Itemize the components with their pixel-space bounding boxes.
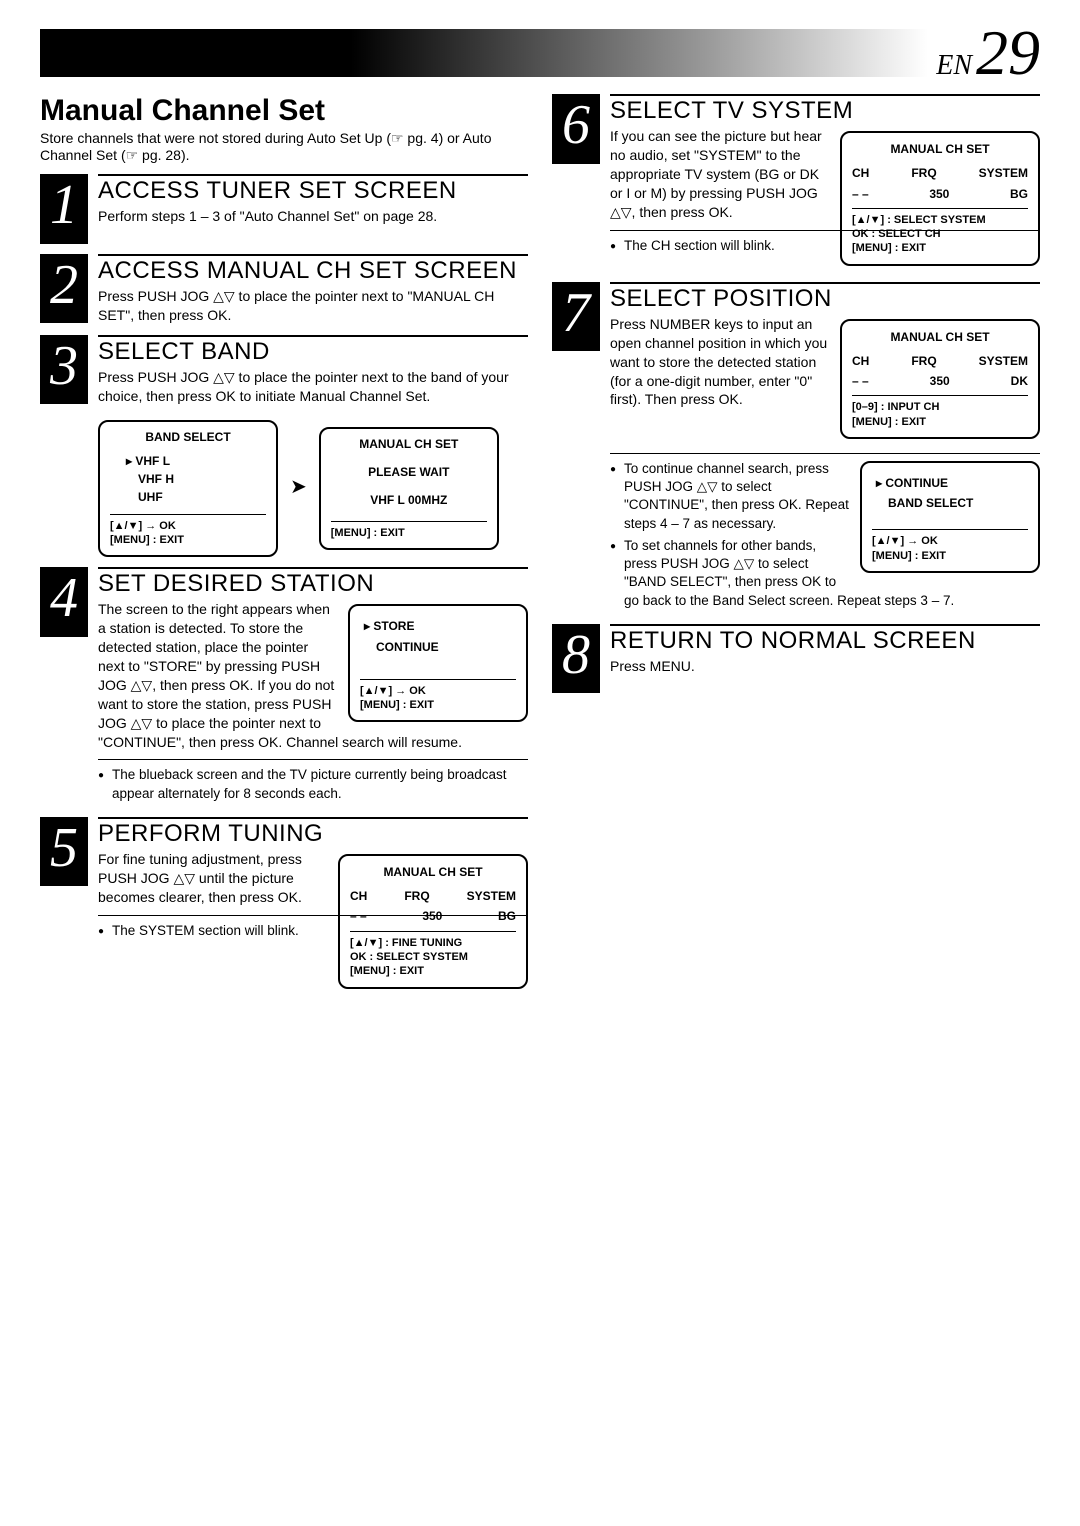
step-3: 3 SELECT BAND Press PUSH JOG △▽ to place… (40, 335, 528, 558)
osd-store: ▸ STORE CONTINUE [▲/▼] → OK [MENU] : EXI… (348, 604, 528, 722)
osd-wait: PLEASE WAIT (331, 465, 487, 479)
step-1: 1 ACCESS TUNER SET SCREEN Perform steps … (40, 174, 528, 244)
step-title: ACCESS TUNER SET SCREEN (98, 174, 528, 203)
page-header: EN 29 (40, 24, 1040, 82)
step-title: RETURN TO NORMAL SCREEN (610, 624, 1040, 653)
osd-pair: BAND SELECT ▸ VHF L VHF H UHF [▲/▼] → OK… (98, 416, 528, 558)
step-text: Press MENU. (610, 657, 1040, 676)
osd-footer: [MENU] : EXIT (350, 964, 516, 978)
step-text: MANUAL CH SET CH FRQ SYSTEM – – 350 DK [… (610, 315, 1040, 409)
osd-v: 350 (930, 373, 950, 389)
osd-position: MANUAL CH SET CH FRQ SYSTEM – – 350 DK [… (840, 319, 1040, 439)
osd-footer: [MENU] : EXIT (360, 698, 516, 712)
page-num: 29 (976, 24, 1040, 82)
step-7: 7 SELECT POSITION MANUAL CH SET CH FRQ S… (552, 282, 1040, 614)
step-number: 4 (40, 567, 88, 637)
osd-v: DK (1011, 373, 1028, 389)
page-title: Manual Channel Set (40, 94, 528, 128)
osd-footer: [▲/▼] → OK (110, 519, 266, 533)
step-title: SET DESIRED STATION (98, 567, 528, 596)
left-column: Manual Channel Set Store channels that w… (40, 94, 528, 1005)
osd-h: FRQ (911, 165, 936, 181)
osd-v: – – (852, 186, 869, 202)
bullet-list: To continue channel search, press PUSH J… (610, 453, 1040, 610)
header-gradient (40, 29, 928, 77)
osd-footer: [MENU] : EXIT (331, 526, 487, 540)
osd-title: MANUAL CH SET (350, 864, 516, 880)
step-number: 5 (40, 817, 88, 887)
step-8: 8 RETURN TO NORMAL SCREEN Press MENU. (552, 624, 1040, 694)
osd-line: VHF H (138, 472, 266, 486)
step-title: SELECT TV SYSTEM (610, 94, 1040, 123)
osd-footer: [MENU] : EXIT (110, 533, 266, 547)
osd-line: ▸ STORE (364, 618, 516, 634)
step-number: 6 (552, 94, 600, 164)
step-number: 2 (40, 254, 88, 324)
step-number: 3 (40, 335, 88, 405)
osd-title: MANUAL CH SET (331, 437, 487, 451)
osd-footer: OK : SELECT SYSTEM (350, 950, 516, 964)
step-title: SELECT BAND (98, 335, 528, 364)
step-text: ▸ STORE CONTINUE [▲/▼] → OK [MENU] : EXI… (98, 600, 528, 751)
osd-line: ▸ VHF L (126, 454, 266, 468)
osd-line: CONTINUE (376, 639, 516, 655)
step-6: 6 SELECT TV SYSTEM MANUAL CH SET CH FRQ … (552, 94, 1040, 272)
step-title: SELECT POSITION (610, 282, 1040, 311)
osd-title: MANUAL CH SET (852, 141, 1028, 157)
osd-footer: [▲/▼] : SELECT SYSTEM (852, 213, 1028, 227)
osd-footer: [0–9] : INPUT CH (852, 400, 1028, 414)
osd-footer: [▲/▼] → OK (360, 684, 516, 698)
bullet-item: To continue channel search, press PUSH J… (610, 460, 1040, 533)
step-title: PERFORM TUNING (98, 817, 528, 846)
osd-h: SYSTEM (979, 353, 1028, 369)
osd-ch: VHF L 00MHZ (331, 493, 487, 507)
step-2: 2 ACCESS MANUAL CH SET SCREEN Press PUSH… (40, 254, 528, 325)
bullet-item: The blueback screen and the TV picture c… (98, 766, 528, 802)
step-text: MANUAL CH SET CH FRQ SYSTEM – – 350 BG [… (610, 127, 1040, 255)
osd-title: MANUAL CH SET (852, 329, 1028, 345)
step-5: 5 PERFORM TUNING MANUAL CH SET CH FRQ SY… (40, 817, 528, 995)
intro-text: Store channels that were not stored duri… (40, 130, 528, 164)
step-text-span: For fine tuning adjustment, press PUSH J… (98, 851, 302, 905)
step-text-span: Press NUMBER keys to input an open chann… (610, 316, 827, 408)
content-columns: Manual Channel Set Store channels that w… (40, 94, 1040, 1005)
bullet-item: To set channels for other bands, press P… (610, 537, 1040, 610)
step-text-span: If you can see the picture but hear no a… (610, 128, 822, 220)
step-text: MANUAL CH SET CH FRQ SYSTEM – – 350 BG [… (98, 850, 528, 940)
page-number: EN 29 (936, 24, 1040, 82)
osd-h: FRQ (404, 888, 429, 904)
osd-h: SYSTEM (467, 888, 516, 904)
bullet-item: The SYSTEM section will blink. (98, 922, 528, 940)
osd-h: CH (852, 165, 869, 181)
bullet-list: The blueback screen and the TV picture c… (98, 759, 528, 802)
bullet-item: The CH section will blink. (610, 237, 1040, 255)
osd-title: BAND SELECT (110, 430, 266, 444)
step-text: Perform steps 1 – 3 of "Auto Channel Set… (98, 207, 528, 226)
step-number: 7 (552, 282, 600, 352)
osd-h: SYSTEM (979, 165, 1028, 181)
osd-footer: [MENU] : EXIT (852, 415, 1028, 429)
osd-h: CH (852, 353, 869, 369)
step-text: Press PUSH JOG △▽ to place the pointer n… (98, 287, 528, 325)
arrow-icon: ➤ (290, 474, 307, 499)
osd-h: CH (350, 888, 367, 904)
osd-v: BG (1010, 186, 1028, 202)
page-lang: EN (936, 50, 972, 82)
osd-line: UHF (138, 490, 266, 504)
osd-band-select: BAND SELECT ▸ VHF L VHF H UHF [▲/▼] → OK… (98, 420, 278, 558)
osd-v: – – (852, 373, 869, 389)
step-number: 8 (552, 624, 600, 694)
osd-h: FRQ (911, 353, 936, 369)
step-bullets-wrap: ▸ CONTINUE BAND SELECT [▲/▼] → OK [MENU]… (610, 453, 1040, 610)
osd-manual-wait: MANUAL CH SET PLEASE WAIT VHF L 00MHZ [M… (319, 427, 499, 550)
step-text: Press PUSH JOG △▽ to place the pointer n… (98, 368, 528, 406)
step-number: 1 (40, 174, 88, 244)
step-4: 4 SET DESIRED STATION ▸ STORE CONTINUE [… (40, 567, 528, 807)
osd-v: 350 (929, 186, 949, 202)
step-title: ACCESS MANUAL CH SET SCREEN (98, 254, 528, 283)
right-column: 6 SELECT TV SYSTEM MANUAL CH SET CH FRQ … (552, 94, 1040, 1005)
